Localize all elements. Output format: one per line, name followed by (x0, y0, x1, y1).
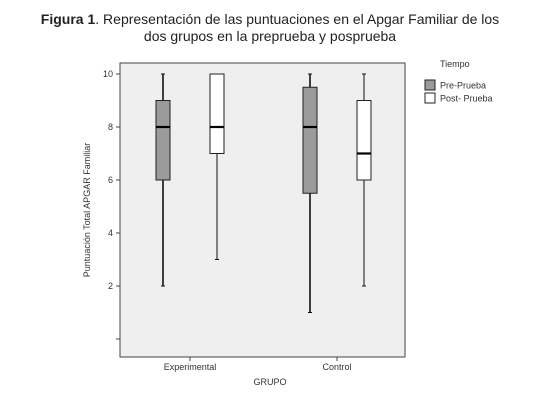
x-tick-label: Control (322, 362, 351, 372)
caption-lead: Figura 1 (40, 11, 96, 27)
box (209, 73, 225, 154)
y-tick-label: 6 (108, 175, 113, 185)
box-pre-1 (302, 73, 318, 313)
y-axis: 2 4 6 8 10 (103, 69, 120, 340)
legend-label: Pre-Prueba (440, 81, 486, 91)
legend-label: Post- Prueba (440, 94, 493, 104)
box (302, 86, 318, 194)
legend: Tiempo Pre-Prueba Post- Prueba (424, 59, 493, 104)
figure-caption: Figura 1. Representación de las puntuaci… (0, 11, 540, 45)
caption-text: . Representación de las puntuaciones en … (95, 11, 500, 27)
caption-line-1: Figura 1. Representación de las puntuaci… (0, 11, 540, 28)
legend-swatch (424, 92, 436, 104)
y-axis-title: Puntuación Total APGAR Familiar (82, 143, 92, 277)
y-tick-label: 8 (108, 122, 113, 132)
box-post-0 (209, 73, 225, 260)
box-series (155, 73, 372, 313)
legend-title: Tiempo (440, 59, 470, 69)
x-axis: Experimental Control (164, 357, 352, 372)
x-axis-title: GRUPO (253, 377, 286, 387)
y-tick-label: 10 (103, 69, 113, 79)
y-tick-label: 2 (108, 281, 113, 291)
legend-swatch (424, 79, 436, 91)
box (155, 100, 171, 181)
x-tick-label: Experimental (164, 362, 217, 372)
box-pre-0 (155, 73, 171, 287)
box-post-1 (356, 73, 372, 287)
box (356, 100, 372, 181)
caption-line-2: dos grupos en la preprueba y posprueba (143, 28, 397, 44)
y-tick-label: 4 (108, 228, 113, 238)
